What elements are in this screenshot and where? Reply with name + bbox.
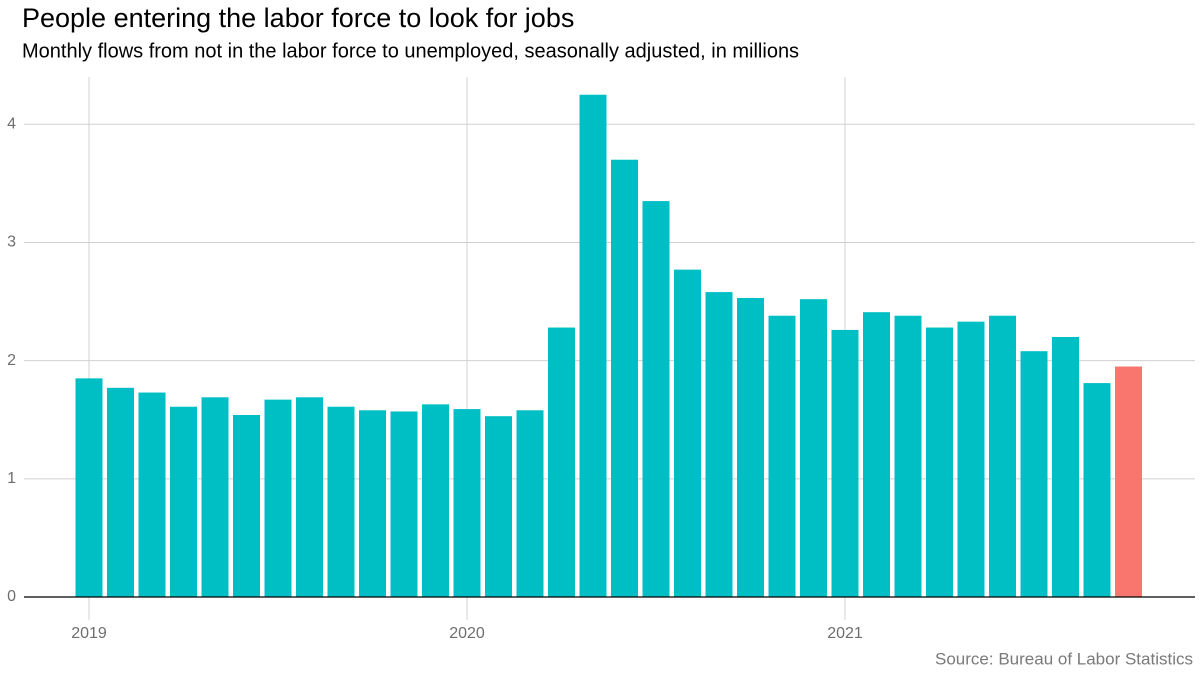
bar	[831, 329, 859, 597]
y-tick-label: 3	[7, 234, 16, 251]
bar	[422, 404, 449, 597]
source-note: Source: Bureau of Labor Statistics	[935, 649, 1193, 668]
bar	[894, 315, 922, 597]
bar	[737, 298, 764, 597]
bar	[201, 397, 229, 597]
bar	[264, 399, 292, 597]
y-tick-label: 0	[7, 588, 16, 605]
bar	[957, 321, 985, 597]
bar	[863, 312, 890, 597]
bar	[705, 292, 733, 597]
bar	[674, 269, 701, 597]
bar	[453, 409, 481, 597]
bar	[1083, 383, 1111, 597]
bar	[390, 411, 418, 597]
bar	[611, 159, 638, 597]
bar	[233, 415, 260, 597]
bar	[1115, 366, 1142, 597]
bar	[138, 392, 166, 597]
bar	[170, 406, 197, 597]
bar	[548, 327, 575, 597]
bar	[642, 201, 670, 597]
x-tick-label: 2021	[827, 625, 863, 642]
bar	[926, 327, 953, 597]
y-tick-label: 2	[7, 352, 16, 369]
bar	[1052, 337, 1079, 597]
bar	[296, 397, 323, 597]
bar	[359, 410, 386, 597]
chart-subtitle: Monthly flows from not in the labor forc…	[22, 40, 799, 62]
bar	[768, 315, 796, 597]
bar	[579, 94, 607, 598]
bar	[516, 410, 544, 597]
y-tick-label: 1	[7, 470, 16, 487]
bar	[485, 416, 512, 597]
bar	[75, 378, 103, 597]
x-tick-label: 2019	[71, 625, 107, 642]
x-tick-label: 2020	[449, 625, 485, 642]
bar	[989, 315, 1016, 597]
y-tick-label: 4	[7, 115, 16, 132]
bar	[800, 299, 827, 597]
chart-title: People entering the labor force to look …	[22, 3, 574, 33]
bar	[327, 406, 355, 597]
bar	[107, 387, 134, 597]
bar	[1020, 351, 1048, 597]
